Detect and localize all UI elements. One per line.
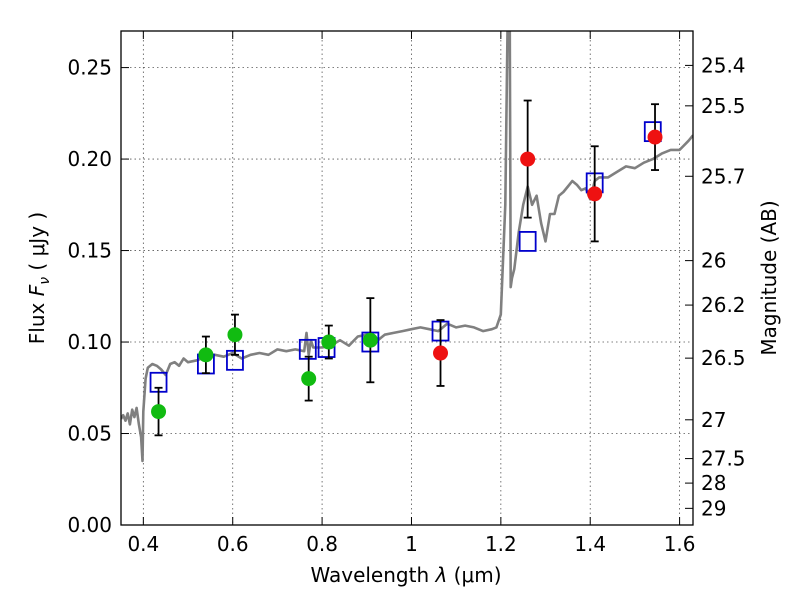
x-tick-label: 0.6 (217, 532, 249, 556)
observed-flux-point (151, 404, 167, 420)
x-tick-label: 0.4 (127, 532, 159, 556)
right-tick-label: 26.5 (701, 346, 746, 370)
observed-flux-point (520, 151, 536, 167)
y-tick-label: 0.00 (67, 513, 112, 537)
x-tick-label: 1.2 (485, 532, 517, 556)
y-tick-label: 0.05 (67, 422, 112, 446)
right-tick-label: 27.5 (701, 447, 746, 471)
y-tick-label: 0.25 (67, 56, 112, 80)
right-tick-label: 25.4 (701, 53, 746, 77)
y-axis-title: Flux Fν ( μJy ) (25, 212, 53, 344)
plot-frame (120, 30, 694, 526)
y-tick-label: 0.15 (67, 239, 112, 263)
observed-flux-point (198, 347, 214, 363)
x-tick-label: 1.6 (664, 532, 696, 556)
observed-flux-point (433, 345, 449, 361)
right-tick-label: 27 (701, 408, 726, 432)
x-axis-title: Wavelength λ (μm) (310, 563, 501, 587)
right-tick-label: 28 (701, 471, 726, 495)
right-tick-label: 26.2 (701, 293, 746, 317)
observed-flux-point (362, 332, 378, 348)
x-tick-label: 1.4 (574, 532, 606, 556)
right-tick-label: 25.7 (701, 164, 746, 188)
observed-flux-point (227, 327, 243, 343)
plot-area (121, 31, 693, 463)
x-tick-label: 1 (405, 532, 418, 556)
right-tick-label: 25.5 (701, 94, 746, 118)
y-tick-label: 0.20 (67, 147, 112, 171)
axis-ticks: 0.4 0.6 0.8 1 1.2 1.4 1.6 0.00 0.05 0.10 0.15 0.20 0… (67, 31, 746, 556)
observed-flux-point (321, 334, 337, 350)
y-tick-label: 0.10 (67, 330, 112, 354)
right-y-axis-title: Magnitude (AB) (757, 200, 781, 355)
right-tick-label: 29 (701, 496, 726, 520)
observed-flux-point (647, 129, 663, 145)
right-tick-label: 26 (701, 249, 726, 273)
model-photometry-square (518, 231, 537, 252)
observed-flux-point (301, 371, 317, 387)
observed-flux-point (587, 186, 603, 202)
x-tick-label: 0.8 (306, 532, 338, 556)
